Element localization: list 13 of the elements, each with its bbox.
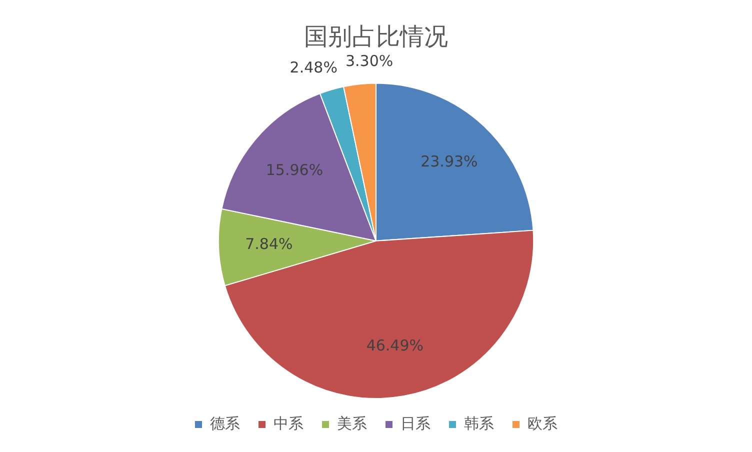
data-label: 7.84% <box>245 235 293 254</box>
legend-label: 日系 <box>400 414 430 432</box>
legend-label: 美系 <box>337 414 367 432</box>
legend-label: 韩系 <box>464 414 494 432</box>
legend-label: 欧系 <box>528 414 558 432</box>
chart-title: 国别占比情况 <box>304 22 448 51</box>
data-label: 2.48% <box>290 58 338 76</box>
legend-label: 德系 <box>210 414 240 432</box>
legend-label: 中系 <box>274 414 304 432</box>
data-label: 23.93% <box>420 152 478 171</box>
data-label: 3.30% <box>345 52 394 70</box>
data-label: 46.49% <box>366 336 424 354</box>
data-label: 15.96% <box>266 161 324 180</box>
